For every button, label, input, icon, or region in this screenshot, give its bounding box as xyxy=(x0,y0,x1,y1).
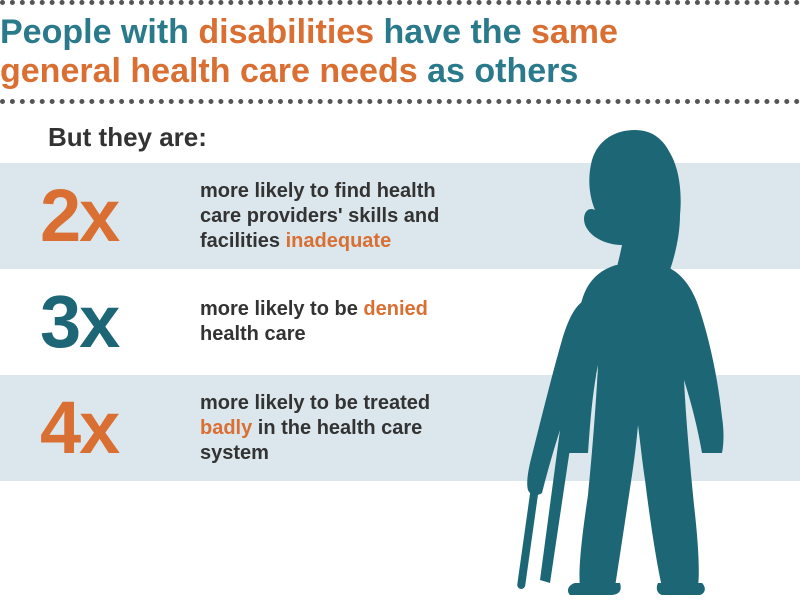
desc-post: health care xyxy=(200,323,306,345)
title-block: People with disabilities have the same g… xyxy=(0,5,800,99)
desc-highlight: denied xyxy=(363,298,427,320)
stat-desc: more likely to be treated badly in the h… xyxy=(200,391,480,466)
stat-desc: more likely to find health care provider… xyxy=(200,179,480,254)
multiplier: 4x xyxy=(40,391,200,465)
desc-pre: more likely to be xyxy=(200,298,363,320)
stat-rows: 2x more likely to find health care provi… xyxy=(0,163,800,481)
page-title: People with disabilities have the same g… xyxy=(0,13,800,91)
dotted-divider-bottom xyxy=(0,99,800,104)
title-part1: People with xyxy=(0,13,198,51)
title-highlight2: same xyxy=(531,13,618,51)
stat-row: 4x more likely to be treated badly in th… xyxy=(0,375,800,481)
desc-highlight: inadequate xyxy=(286,230,392,252)
multiplier: 3x xyxy=(40,285,200,359)
title-part4: as others xyxy=(418,52,579,90)
subhead: But they are: xyxy=(48,122,800,153)
stat-desc: more likely to be denied health care xyxy=(200,297,480,347)
desc-highlight: badly xyxy=(200,417,252,439)
multiplier: 2x xyxy=(40,179,200,253)
stat-row: 3x more likely to be denied health care xyxy=(0,269,800,375)
desc-pre: more likely to be treated xyxy=(200,392,430,414)
title-part2: have the xyxy=(374,13,531,51)
title-highlight1: disabilities xyxy=(198,13,374,51)
stat-row: 2x more likely to find health care provi… xyxy=(0,163,800,269)
title-part3: general health care needs xyxy=(0,52,418,90)
